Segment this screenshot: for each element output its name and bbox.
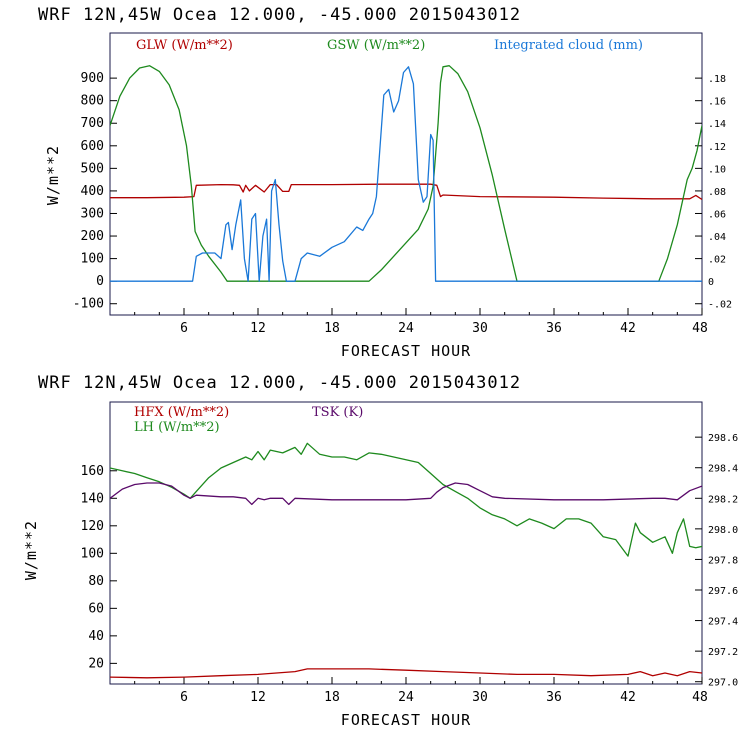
bottom-y-tick-label: 20	[88, 656, 104, 671]
bottom-x-tick-label: 24	[398, 690, 414, 705]
top-x-tick-label: 12	[250, 321, 266, 336]
top-y-tick-label: 800	[81, 94, 104, 109]
top-x-tick-label: 48	[692, 321, 708, 336]
top-series-integrated	[110, 66, 702, 282]
top-y-tick-label: 900	[81, 71, 104, 86]
top-plot-area: 6 12 18 24 30 36 42 48 -100 0 100 200 300 400 500 600 70…	[73, 32, 732, 336]
top-y-tick-label: 600	[81, 139, 104, 154]
top-y-tick-label: 100	[81, 252, 104, 267]
top-y2-tick-label: .08	[708, 187, 726, 198]
top-y2-tick-label: -.02	[708, 300, 732, 311]
top-y-axis-label: W/m**2	[44, 145, 62, 205]
bottom-y2-tick-label: 298.0	[708, 525, 738, 536]
bottom-series-hfx	[110, 668, 702, 679]
top-x-tick-label: 6	[180, 321, 188, 336]
bottom-plot-frame	[109, 401, 703, 685]
top-series-glw	[110, 183, 702, 201]
bottom-y-tick-label: 40	[88, 629, 104, 644]
top-x-tick-label: 36	[546, 321, 562, 336]
top-plot-frame	[109, 32, 703, 316]
bottom-y2-tick-label: 297.0	[708, 678, 738, 689]
bottom-y-tick-label: 120	[81, 519, 104, 534]
bottom-chart-title: WRF 12N,45W Ocea 12.000, -45.000 2015043…	[38, 373, 521, 393]
bottom-x-axis-label: FORECAST HOUR	[341, 711, 471, 729]
top-x-tick-label: 30	[472, 321, 488, 336]
top-y2-tick-label: .10	[708, 164, 726, 175]
top-y2-tick-label: .18	[708, 74, 726, 85]
bottom-x-tick-label: 48	[692, 690, 708, 705]
top-y2-tick-label: 0	[708, 277, 714, 288]
bottom-y2-tick-label: 297.2	[708, 647, 738, 658]
top-y2-tick-label: .16	[708, 97, 726, 108]
bottom-x-tick-label: 42	[620, 690, 636, 705]
top-y-tick-label: 700	[81, 116, 104, 131]
bottom-y2-tick-label: 298.6	[708, 433, 738, 444]
legend-integrated-cloud: Integrated cloud (mm)	[494, 38, 643, 53]
bottom-x-tick-label: 6	[180, 690, 188, 705]
top-x-axis-label: FORECAST HOUR	[341, 342, 471, 360]
top-y2-tick-label: .04	[708, 232, 726, 243]
bottom-y-tick-label: 140	[81, 491, 104, 506]
top-chart: WRF 12N,45W Ocea 12.000, -45.000 2015043…	[38, 5, 732, 360]
bottom-plot-area: 6 12 18 24 30 36 42 48 20 40 60 80 100 120 140 160 297.0…	[81, 401, 738, 705]
top-series-gsw	[110, 65, 702, 282]
bottom-y2-tick-label: 298.4	[708, 464, 738, 475]
top-y-tick-label: 500	[81, 161, 104, 176]
bottom-y-tick-label: 100	[81, 546, 104, 561]
top-y-tick-label: 300	[81, 206, 104, 221]
bottom-x-tick-label: 30	[472, 690, 488, 705]
bottom-y-tick-label: 160	[81, 464, 104, 479]
top-y2-tick-label: .12	[708, 142, 726, 153]
top-y-tick-label: -100	[73, 297, 104, 312]
bottom-y-tick-label: 80	[88, 574, 104, 589]
top-y-tick-label: 400	[81, 184, 104, 199]
top-x-tick-label: 42	[620, 321, 636, 336]
bottom-y-tick-label: 60	[88, 601, 104, 616]
legend-gsw: GSW (W/m**2)	[327, 38, 425, 53]
bottom-y2-tick-label: 297.8	[708, 555, 738, 566]
legend-hfx: HFX (W/m**2)	[134, 405, 229, 420]
bottom-y2-tick-label: 297.6	[708, 586, 738, 597]
bottom-y-axis-label: W/m**2	[22, 520, 40, 580]
legend-glw: GLW (W/m**2)	[136, 38, 233, 53]
legend-lh: LH (W/m**2)	[134, 420, 220, 435]
bottom-chart: WRF 12N,45W Ocea 12.000, -45.000 2015043…	[22, 373, 738, 729]
bottom-x-tick-label: 18	[324, 690, 340, 705]
bottom-y2-tick-label: 297.4	[708, 617, 738, 628]
top-y-tick-label: 200	[81, 229, 104, 244]
bottom-series-lh	[110, 442, 702, 557]
top-y-tick-label: 0	[96, 274, 104, 289]
top-y2-tick-label: .02	[708, 255, 726, 266]
bottom-series-tsk	[110, 482, 702, 506]
top-x-tick-label: 18	[324, 321, 340, 336]
top-y2-tick-label: .06	[708, 209, 726, 220]
bottom-y2-tick-label: 298.2	[708, 494, 738, 505]
top-x-tick-label: 24	[398, 321, 414, 336]
bottom-x-tick-label: 36	[546, 690, 562, 705]
top-y2-tick-label: .14	[708, 119, 726, 130]
top-chart-title: WRF 12N,45W Ocea 12.000, -45.000 2015043…	[38, 5, 521, 25]
legend-tsk: TSK (K)	[312, 405, 363, 420]
bottom-x-tick-label: 12	[250, 690, 266, 705]
